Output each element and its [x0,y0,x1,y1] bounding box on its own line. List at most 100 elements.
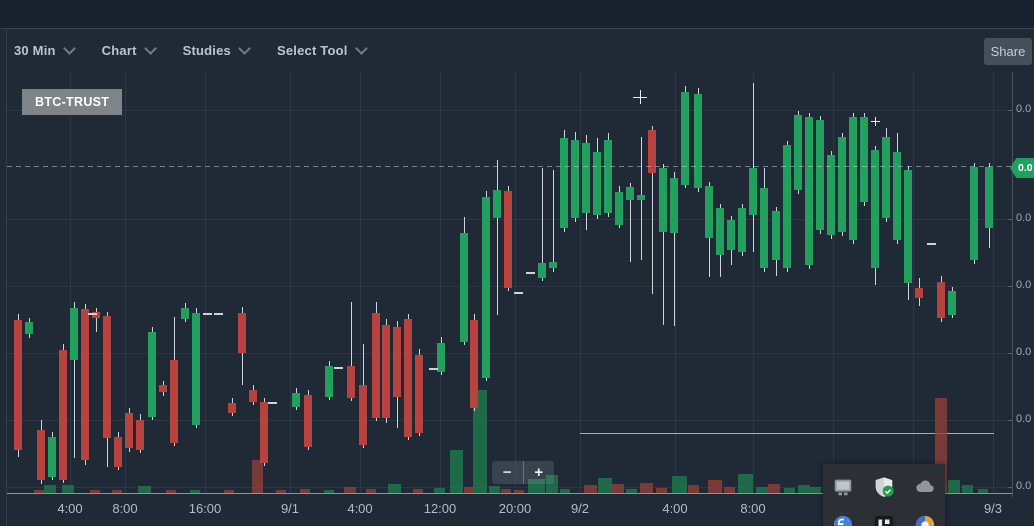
candle-body [347,366,355,398]
price-axis-label: 0.0 [1016,346,1032,358]
candle-body [560,138,568,228]
security-shield-icon[interactable] [873,476,895,498]
candle-body [593,152,601,215]
app-blue-icon[interactable] [832,514,854,526]
current-price-line [7,166,1012,167]
volume-bar [252,460,263,493]
zoom-out-button[interactable]: − [492,461,524,484]
candle-wick [652,126,653,294]
crosshair-marker [875,116,876,126]
candle-body [571,140,579,218]
chevron-down-icon [143,42,157,55]
candle-body [159,385,167,392]
volume-bar [501,489,511,493]
volume-bar [62,485,74,493]
candle-body [637,195,645,200]
open-close-tick [214,313,223,315]
candle-body [985,167,993,228]
volume-bar [300,489,310,493]
candle-body [372,313,380,418]
candle-body [816,120,824,230]
candle-body [705,186,713,238]
volume-bar [724,487,735,493]
candle-body [626,187,634,200]
zoom-controls: − + [492,461,554,484]
candle-body [170,360,178,443]
candle-wick [553,170,554,272]
gridline-vertical [290,72,291,493]
volume-bar [44,485,56,493]
candle-body [292,393,300,407]
share-button[interactable]: Share [984,38,1032,65]
candle-wick [663,164,664,325]
volume-bar [224,490,234,493]
candle-body [805,117,813,265]
chart-type-dropdown[interactable]: Chart [102,42,157,58]
volume-bar [514,490,524,493]
select-tool-dropdown[interactable]: Select Tool [277,42,368,58]
volume-bar [672,476,687,493]
candle-body [103,316,111,438]
volume-bar [584,485,597,493]
candle-wick [74,302,75,458]
volume-bar [324,490,334,493]
gridline-vertical [913,72,914,493]
study-line [580,433,994,434]
price-axis-tick [1008,286,1012,287]
time-axis-label: 9/1 [280,501,300,516]
app-color-icon[interactable] [914,514,936,526]
cloud-icon[interactable] [914,476,936,498]
candle-body [827,155,835,235]
candle-body [48,437,56,477]
volume-bar [546,475,558,493]
candle-body [893,152,901,240]
candle-body [970,167,978,260]
candle-body [538,263,546,278]
system-tray-popup [823,464,945,526]
gridline-horizontal [7,420,1012,421]
candle-body [382,325,390,418]
candle-body [437,343,445,372]
candle-wick [96,308,97,332]
chart-toolbar: 30 Min Chart Studies Select Tool [14,36,368,64]
candle-body [228,403,236,413]
current-price-tag: 0.0 [1010,158,1034,178]
candle-body [493,190,501,218]
volume-bar [598,478,612,493]
candle-wick [542,168,543,281]
candle-body [59,350,67,480]
candle-body [783,145,791,268]
volume-bar [708,480,722,493]
candle-body [81,309,89,460]
candle-body [694,94,702,188]
candle-body [648,130,656,173]
volume-bar [138,486,151,493]
open-close-tick [88,313,97,315]
volume-bar [756,487,768,493]
candle-body [727,220,735,250]
display-icon[interactable] [832,476,854,498]
gridline-vertical [125,72,126,493]
zoom-in-button[interactable]: + [534,464,544,481]
candle-wick [497,160,498,315]
time-axis-label: 9/3 [983,501,1003,516]
time-axis-label: 20:00 [498,501,532,516]
gridline-vertical [833,72,834,493]
candle-body [125,413,133,448]
studies-dropdown[interactable]: Studies [183,42,251,58]
price-axis-label: 0.0 [1016,212,1032,224]
candle-wick [753,83,754,252]
volume-bar [276,490,286,493]
candle-body [582,143,590,213]
open-close-tick [526,272,535,274]
candle-body [716,208,724,255]
candle-body [482,197,490,378]
candle-body [415,355,423,433]
candle-body [504,191,512,288]
candle-body [136,420,144,450]
app-dark-icon[interactable] [873,514,895,526]
candle-wick [630,183,631,262]
volume-bar [962,485,973,493]
interval-dropdown[interactable]: 30 Min [14,42,76,58]
